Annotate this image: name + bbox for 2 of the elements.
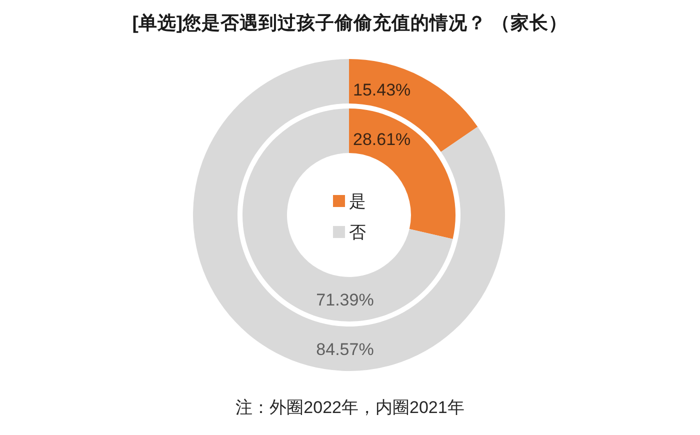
title: [单选]您是否遇到过孩子偷偷充值的情况？ （家长） (132, 12, 568, 33)
annotation: 注：外圈2022年，内圈2021年 (236, 398, 464, 417)
